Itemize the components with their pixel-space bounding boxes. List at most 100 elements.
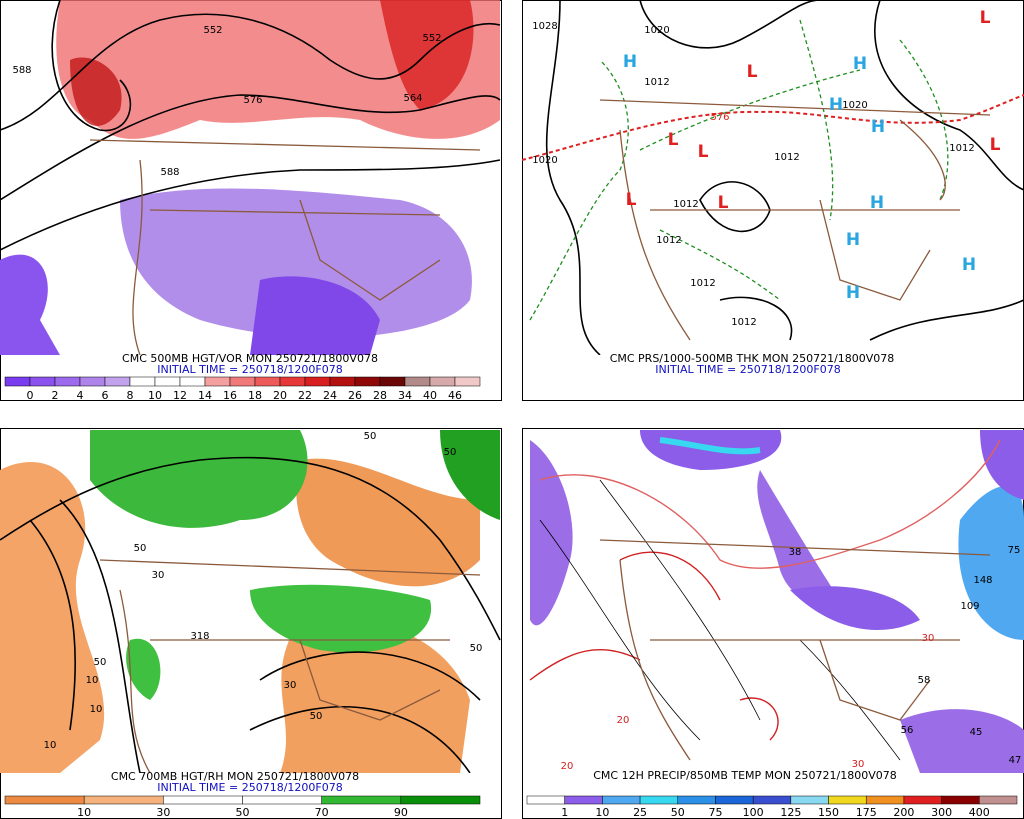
colorbar-label: 22 [298,389,312,402]
contour-label: 50 [364,431,377,442]
colorbar-label: 2 [52,389,59,402]
low-center: L [626,190,637,210]
vorticity-area [380,0,474,110]
colorbar-swatch [454,376,481,387]
contour-label: 50 [134,543,147,554]
colorbar-label: 16 [223,389,237,402]
precip-area [530,440,573,626]
colorbar-swatch [404,376,431,387]
height-contour [249,651,481,773]
colorbar-swatch [179,376,206,387]
colorbar-label: 26 [348,389,362,402]
rh-area [296,458,480,587]
colorbar-label: 20 [273,389,287,402]
colorbar-swatch [29,376,56,387]
colorbar-swatch [254,376,281,387]
colorbar-label: 150 [818,806,839,819]
rh-area [440,430,500,520]
rh-area [280,618,470,773]
colorbar-swatch [602,795,641,805]
high-center: H [853,54,867,74]
rh-area [90,430,308,528]
colorbar-swatch [229,376,256,387]
vorticity-area [250,276,380,355]
contour-label: 30 [152,570,165,581]
isobar [639,0,821,49]
colorbar-label: 24 [323,389,337,402]
colorbar-label: 400 [969,806,990,819]
isobar-label: 1012 [949,143,974,154]
colorbar-swatch [790,795,829,805]
contour-label: 576 [243,95,262,106]
colorbar-label: 10 [595,806,609,819]
precip-label: 148 [973,575,992,586]
precip-label: 56 [901,725,914,736]
caption: CMC 700MB HGT/RH MON 250721/1800V078 [111,770,359,783]
rh-area [126,638,161,700]
isobar-label: 1012 [690,278,715,289]
colorbar-swatch [828,795,867,805]
rh-area [0,462,105,773]
rh-area [250,584,432,653]
colorbar-label: 12 [173,389,187,402]
border [599,99,991,341]
contour-label: 10 [44,740,57,751]
isobar [699,181,771,233]
colorbar-swatch [163,795,243,805]
contour-label: 588 [12,65,31,76]
high-center: H [846,283,860,303]
precip-area [958,486,1024,640]
low-center: L [718,193,729,213]
colorbar-swatch [865,795,905,805]
colorbar-label: 18 [248,389,262,402]
temp-label: 20 [561,761,574,772]
colorbar-label: 50 [671,806,685,819]
contour-label: 50 [444,447,457,458]
colorbar-label: 46 [448,389,462,402]
precip-label: 45 [970,727,983,738]
caption: CMC 500MB HGT/VOR MON 250721/1800V078 [122,352,378,365]
colorbar-swatch [279,376,306,387]
map-precip [529,430,1024,773]
colorbar-label: 6 [102,389,109,402]
contour-label: 552 [203,25,222,36]
contour-label: 50 [470,643,483,654]
border [599,539,991,761]
colorbar-swatch [54,376,81,387]
colorbar-swatch [79,376,106,387]
colorbar-label: 1 [561,806,568,819]
colorbar-swatch [329,376,356,387]
colorbar-label: 90 [394,806,408,819]
contour-label: 50 [94,657,107,668]
high-center: H [870,193,884,213]
map-pressure [522,0,1024,355]
height-contour [0,159,501,251]
low-center: L [668,130,679,150]
initial-time: INITIAL TIME = 250718/1200F078 [655,363,840,376]
isobar-label: 1012 [673,199,698,210]
colorbar-swatch [83,795,164,805]
colorbar-label: 70 [315,806,329,819]
precip-label: 38 [789,547,802,558]
colorbar-label: 34 [398,389,412,402]
colorbar-label: 100 [743,806,764,819]
high-center: H [829,95,843,115]
initial-time: INITIAL TIME = 250718/1200F078 [157,781,342,794]
colorbar-label: 10 [148,389,162,402]
colorbar-label: 200 [893,806,914,819]
border [99,559,481,773]
colorbar-label: 28 [373,389,387,402]
colorbar-label: 75 [708,806,722,819]
colorbar-label: 40 [423,389,437,402]
contour-label: 588 [160,167,179,178]
colorbar-swatch [154,376,181,387]
colorbar-swatch [677,795,716,805]
colorbar-swatch [715,795,754,805]
temp-label: 20 [617,715,630,726]
colorbar-swatch [129,376,156,387]
colorbar-swatch [941,795,980,805]
colorbar-swatch [400,795,481,805]
low-center: L [980,8,991,28]
high-center: H [871,117,885,137]
